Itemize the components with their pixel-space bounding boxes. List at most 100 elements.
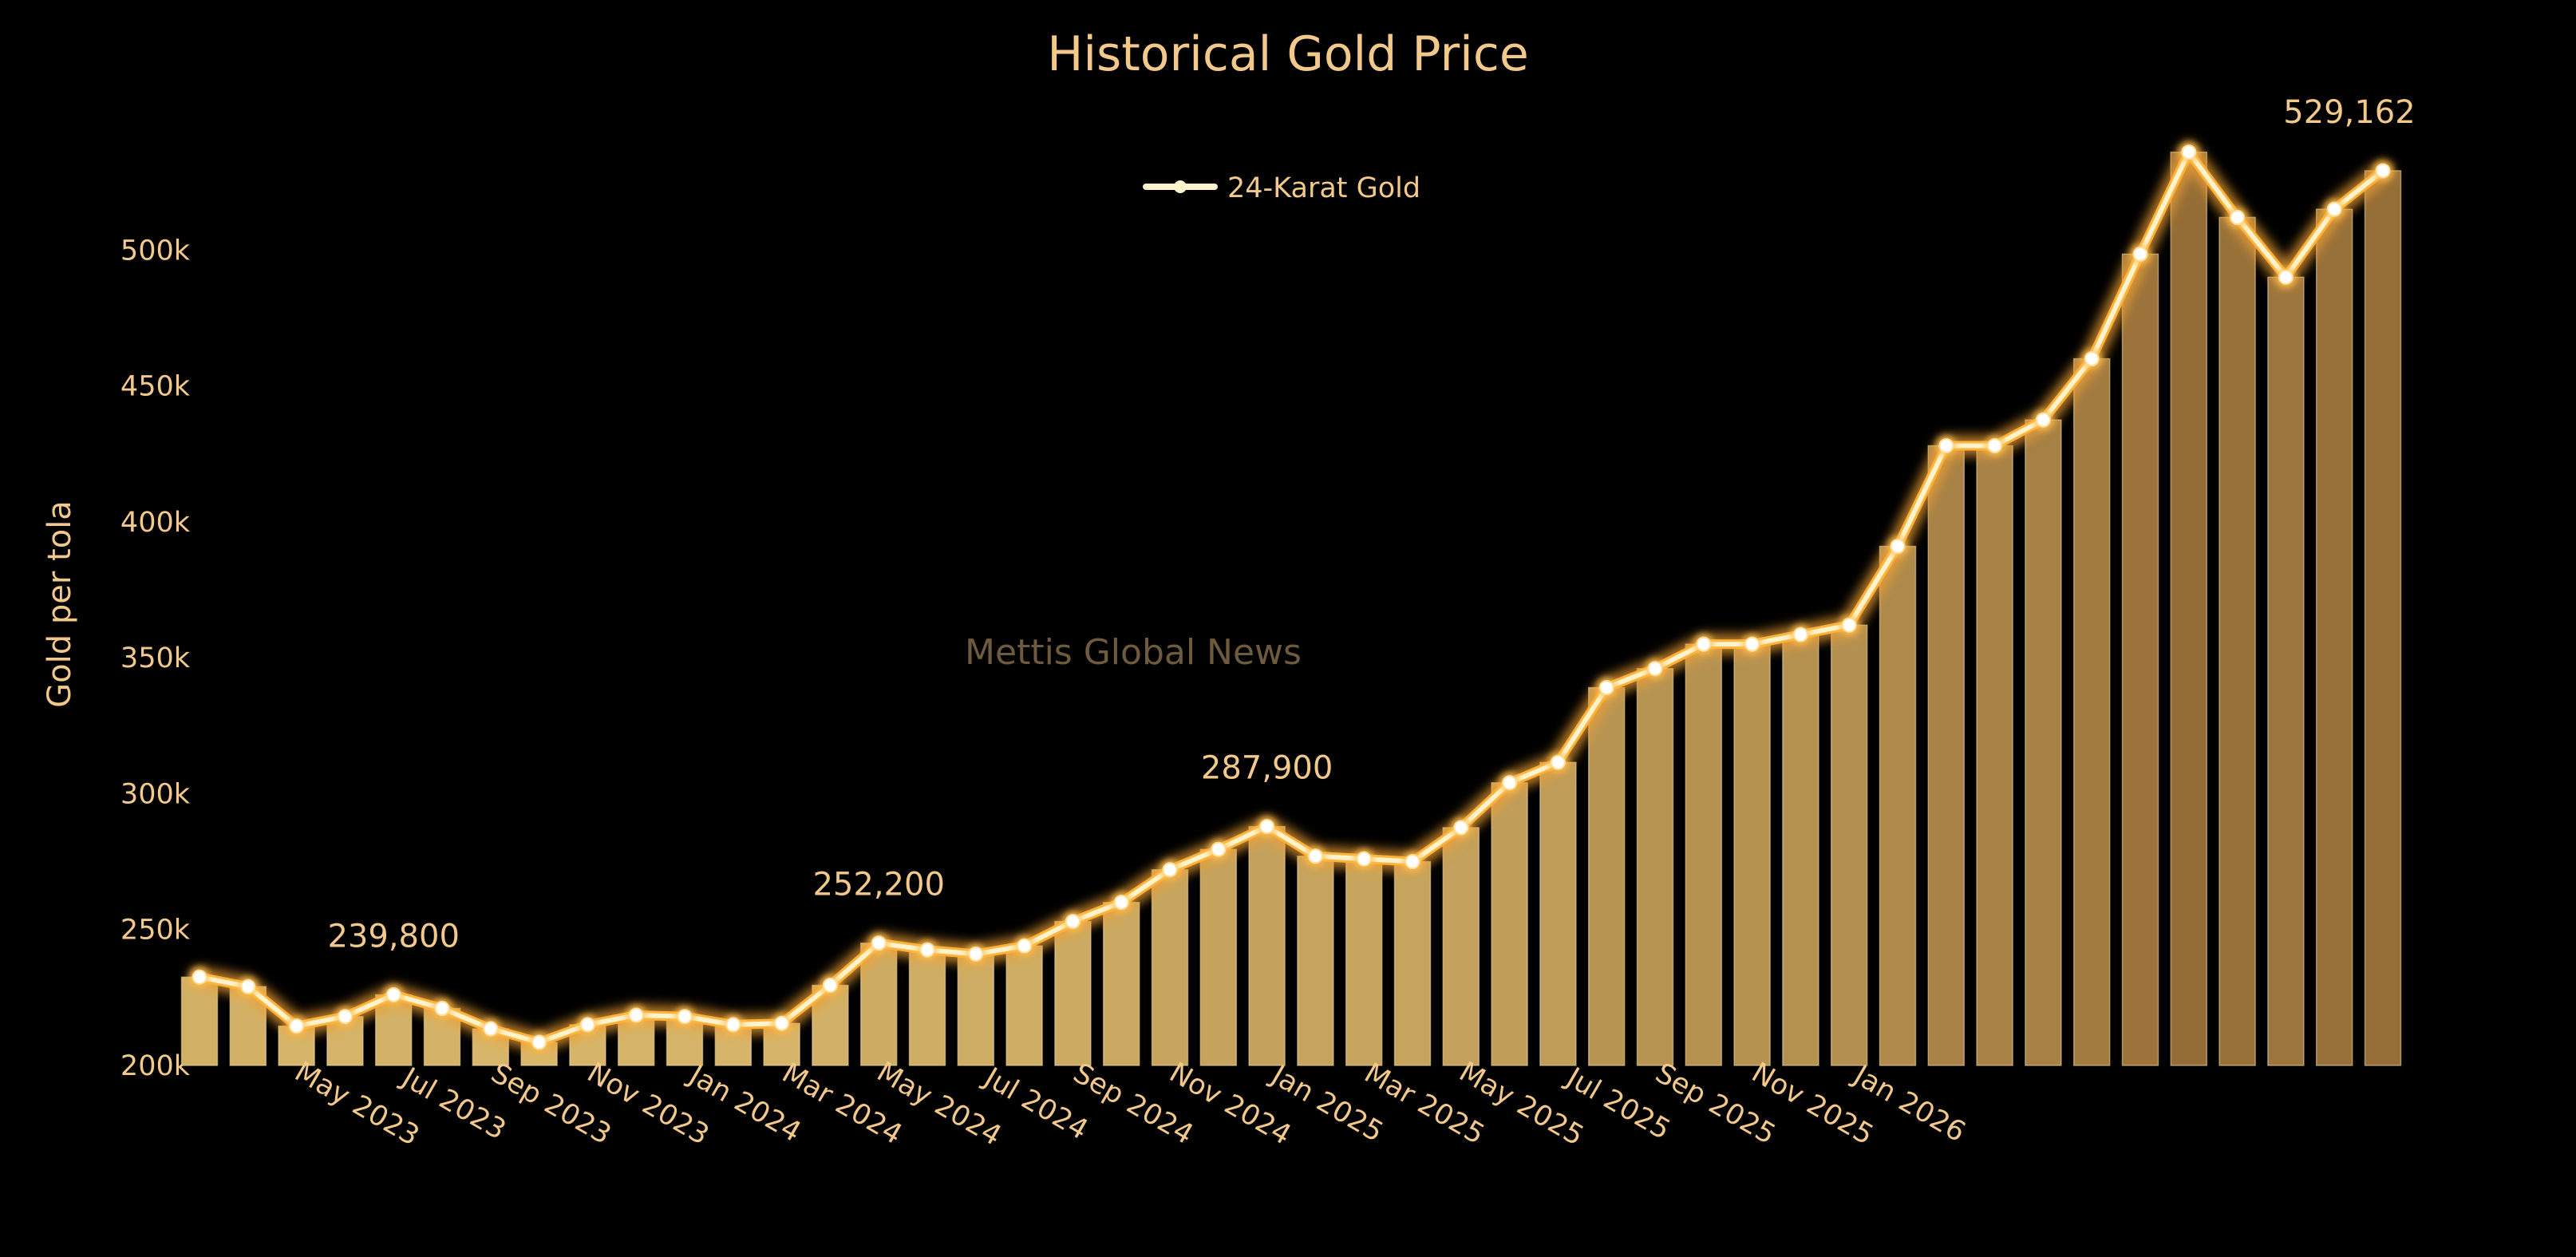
bar[interactable] xyxy=(1006,945,1043,1066)
bar[interactable] xyxy=(1539,761,1577,1066)
data-point[interactable] xyxy=(1841,617,1857,633)
data-point[interactable] xyxy=(1162,862,1178,878)
x-tick-label: May 2023 xyxy=(289,1056,424,1152)
data-point[interactable] xyxy=(2035,412,2051,428)
data-point[interactable] xyxy=(2132,246,2148,262)
data-point[interactable] xyxy=(1211,841,1227,857)
annotation-label: 252,200 xyxy=(812,867,944,903)
bar[interactable] xyxy=(2072,358,2111,1066)
data-point[interactable] xyxy=(1987,437,2003,453)
annotation-label: 239,800 xyxy=(327,918,459,955)
bar[interactable] xyxy=(1248,825,1286,1066)
data-point[interactable] xyxy=(1017,938,1033,954)
bar[interactable] xyxy=(1587,686,1626,1066)
bar[interactable] xyxy=(2315,208,2353,1066)
data-point[interactable] xyxy=(822,978,838,994)
data-point[interactable] xyxy=(1696,636,1712,652)
data-point[interactable] xyxy=(483,1021,499,1037)
bar[interactable] xyxy=(1733,643,1771,1066)
data-annotations: 239,800 252,200 287,900 529,162 xyxy=(327,94,2415,955)
data-point[interactable] xyxy=(628,1007,644,1023)
data-point[interactable] xyxy=(337,1009,353,1025)
line-points xyxy=(189,141,2393,1053)
bar[interactable] xyxy=(180,976,219,1066)
bar[interactable] xyxy=(2267,276,2305,1066)
data-point[interactable] xyxy=(968,946,984,962)
y-tick-label: 200k xyxy=(121,1050,191,1082)
data-point[interactable] xyxy=(2230,209,2246,225)
data-point[interactable] xyxy=(725,1017,741,1033)
data-point[interactable] xyxy=(385,986,401,1002)
data-point[interactable] xyxy=(1065,913,1081,929)
data-point[interactable] xyxy=(871,935,887,951)
bar[interactable] xyxy=(1442,827,1480,1066)
data-point[interactable] xyxy=(192,969,207,985)
bar[interactable] xyxy=(2218,216,2256,1066)
data-point[interactable] xyxy=(1259,819,1275,835)
bar[interactable] xyxy=(2364,170,2402,1066)
bar[interactable] xyxy=(1685,643,1723,1066)
data-point[interactable] xyxy=(1502,775,1518,791)
data-point[interactable] xyxy=(1938,437,1954,453)
data-point[interactable] xyxy=(1113,895,1129,911)
bar[interactable] xyxy=(1491,782,1528,1066)
data-point[interactable] xyxy=(1356,851,1372,867)
data-point[interactable] xyxy=(1405,854,1420,870)
bar[interactable] xyxy=(2121,253,2159,1066)
bar[interactable] xyxy=(1393,860,1432,1066)
data-point[interactable] xyxy=(434,1000,450,1016)
y-tick-label: 400k xyxy=(121,507,191,539)
data-point[interactable] xyxy=(1744,636,1760,652)
bar[interactable] xyxy=(957,953,995,1066)
data-point[interactable] xyxy=(2326,201,2342,217)
data-point[interactable] xyxy=(1550,754,1566,770)
bar[interactable] xyxy=(1879,545,1917,1066)
data-point[interactable] xyxy=(240,978,256,994)
line-series xyxy=(197,149,2385,1046)
data-point[interactable] xyxy=(1453,820,1469,836)
bar[interactable] xyxy=(1297,856,1334,1066)
legend[interactable]: 24-Karat Gold xyxy=(1143,172,1420,204)
bar[interactable] xyxy=(908,949,946,1066)
bar[interactable] xyxy=(1054,920,1092,1066)
bar[interactable] xyxy=(1102,901,1140,1066)
bar[interactable] xyxy=(2025,419,2062,1066)
bar[interactable] xyxy=(2170,151,2208,1066)
data-point[interactable] xyxy=(1792,627,1808,642)
y-axis-label: Gold per tola xyxy=(41,500,78,708)
data-point[interactable] xyxy=(1890,538,1906,554)
data-point[interactable] xyxy=(919,942,935,958)
data-point[interactable] xyxy=(2084,350,2100,366)
bar[interactable] xyxy=(1830,624,1868,1066)
data-point[interactable] xyxy=(1647,661,1663,677)
data-point[interactable] xyxy=(1307,848,1323,864)
data-point[interactable] xyxy=(2278,269,2294,285)
data-point[interactable] xyxy=(774,1015,790,1031)
data-point[interactable] xyxy=(1598,680,1614,696)
bar[interactable] xyxy=(1345,858,1383,1066)
data-point[interactable] xyxy=(531,1034,547,1050)
y-tick-label: 500k xyxy=(121,235,191,267)
chart-title: Historical Gold Price xyxy=(1047,26,1529,82)
bar[interactable] xyxy=(1636,668,1674,1066)
y-tick-label: 300k xyxy=(121,778,191,810)
y-tick-label: 450k xyxy=(121,371,191,403)
data-point[interactable] xyxy=(2375,163,2391,179)
bar[interactable] xyxy=(1927,445,1966,1066)
data-point[interactable] xyxy=(579,1017,595,1033)
watermark-text: Mettis Global News xyxy=(965,632,1302,673)
bar[interactable] xyxy=(1151,869,1189,1066)
bar[interactable] xyxy=(1976,445,2013,1066)
data-point[interactable] xyxy=(2181,144,2197,160)
bar[interactable] xyxy=(1199,848,1238,1066)
legend-label: 24-Karat Gold xyxy=(1227,172,1420,204)
annotation-label: 287,900 xyxy=(1201,750,1333,787)
y-tick-label: 350k xyxy=(121,642,191,674)
series-line xyxy=(197,149,2385,1046)
bar[interactable] xyxy=(1782,634,1819,1066)
data-point[interactable] xyxy=(289,1018,305,1034)
data-point[interactable] xyxy=(677,1009,693,1025)
